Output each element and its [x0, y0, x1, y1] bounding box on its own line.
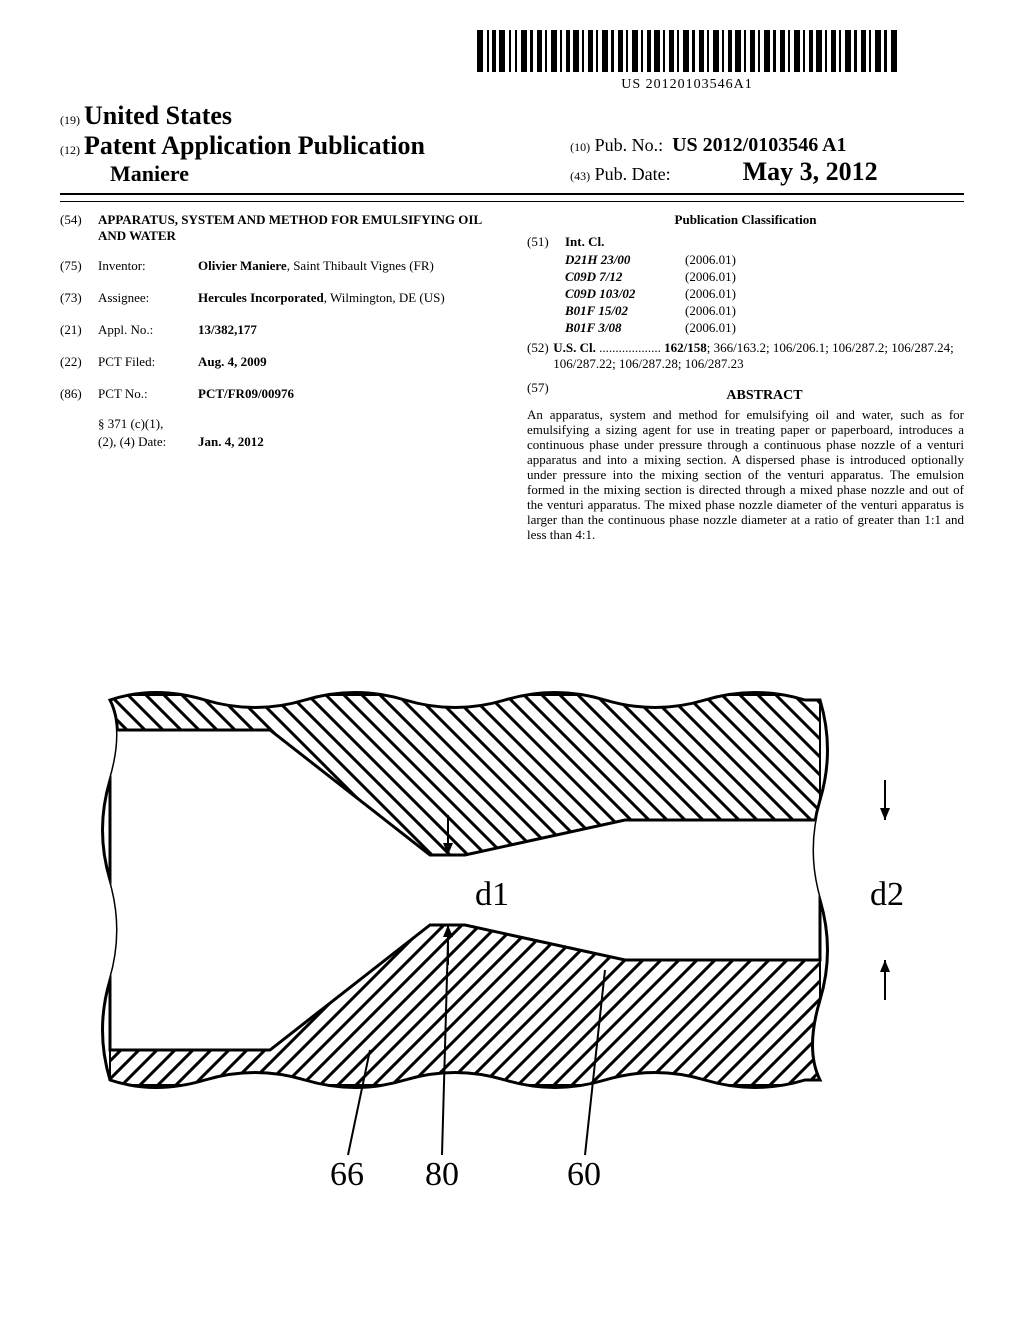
left-column: (54) APPARATUS, SYSTEM AND METHOD FOR EM…: [60, 212, 497, 542]
intcl-row: B01F 3/08(2006.01): [565, 320, 964, 336]
inventor-label: Inventor:: [98, 258, 198, 274]
intcl-list: D21H 23/00(2006.01)C09D 7/12(2006.01)C09…: [527, 252, 964, 336]
barcode-image: [477, 30, 897, 72]
author: Maniere: [60, 161, 530, 187]
patent-figure: d1 d2 66 80 60: [95, 680, 935, 1200]
pct-no: PCT/FR09/00976: [198, 386, 497, 402]
top-rule: [60, 193, 964, 195]
intcl-code: (51): [527, 234, 565, 250]
classification-heading: Publication Classification: [527, 212, 964, 228]
pub-date-code: (43): [570, 169, 590, 183]
sec371-label: § 371 (c)(1),: [98, 416, 198, 432]
intcl-version: (2006.01): [685, 269, 736, 285]
intcl-code-value: B01F 15/02: [565, 303, 685, 319]
biblio-columns: (54) APPARATUS, SYSTEM AND METHOD FOR EM…: [60, 212, 964, 542]
intcl-code-value: B01F 3/08: [565, 320, 685, 336]
inventor-name: Olivier Maniere: [198, 258, 287, 273]
assignee-loc: , Wilmington, DE (US): [324, 290, 445, 305]
intcl-label: Int. Cl.: [565, 234, 604, 250]
header: (19) United States (12) Patent Applicati…: [60, 101, 964, 187]
barcode-text: US 20120103546A1: [410, 77, 964, 93]
pct-filed: Aug. 4, 2009: [198, 354, 497, 370]
ref-80: 80: [425, 1156, 459, 1193]
d1-label: d1: [475, 876, 509, 913]
pub-no: US 2012/0103546 A1: [672, 134, 846, 156]
pct-no-label: PCT No.:: [98, 386, 198, 402]
abstract-heading: ABSTRACT: [565, 388, 964, 404]
appl-code: (21): [60, 322, 98, 338]
intcl-code-value: C09D 103/02: [565, 286, 685, 302]
invention-title: APPARATUS, SYSTEM AND METHOD FOR EMULSIF…: [98, 212, 497, 244]
intcl-version: (2006.01): [685, 252, 736, 268]
intcl-row: C09D 7/12(2006.01): [565, 269, 964, 285]
pub-type-code: (12): [60, 143, 80, 157]
uscl-code: (52): [527, 340, 553, 372]
sec371-date-label: (2), (4) Date:: [98, 434, 198, 450]
assignee-code: (73): [60, 290, 98, 306]
intcl-version: (2006.01): [685, 286, 736, 302]
ref-60: 60: [567, 1156, 601, 1193]
inventor-loc: , Saint Thibault Vignes (FR): [287, 258, 434, 273]
uscl-lead: 162/158: [664, 340, 707, 355]
ref-66: 66: [330, 1156, 364, 1193]
abstract-code: (57): [527, 380, 565, 408]
right-column: Publication Classification (51) Int. Cl.…: [527, 212, 964, 542]
assignee-label: Assignee:: [98, 290, 198, 306]
top-rule-thin: [60, 201, 964, 202]
uscl-label: U.S. Cl.: [553, 340, 596, 355]
pct-filed-code: (22): [60, 354, 98, 370]
pub-no-code: (10): [570, 140, 590, 154]
pub-type: Patent Application Publication: [84, 131, 425, 160]
sec371-date: Jan. 4, 2012: [198, 434, 497, 450]
country-code: (19): [60, 113, 80, 127]
intcl-code-value: C09D 7/12: [565, 269, 685, 285]
appl-label: Appl. No.:: [98, 322, 198, 338]
pub-no-label: Pub. No.:: [595, 135, 664, 155]
d2-label: d2: [870, 876, 904, 913]
intcl-version: (2006.01): [685, 303, 736, 319]
pub-date: May 3, 2012: [743, 157, 878, 186]
intcl-code-value: D21H 23/00: [565, 252, 685, 268]
pct-no-code: (86): [60, 386, 98, 402]
assignee-name: Hercules Incorporated: [198, 290, 324, 305]
title-code: (54): [60, 212, 98, 244]
intcl-row: B01F 15/02(2006.01): [565, 303, 964, 319]
intcl-version: (2006.01): [685, 320, 736, 336]
barcode-area: US 20120103546A1: [60, 30, 964, 93]
pub-date-label: Pub. Date:: [595, 164, 671, 184]
intcl-row: C09D 103/02(2006.01): [565, 286, 964, 302]
abstract-text: An apparatus, system and method for emul…: [527, 408, 964, 542]
country: United States: [84, 101, 232, 130]
intcl-row: D21H 23/00(2006.01): [565, 252, 964, 268]
inventor-code: (75): [60, 258, 98, 274]
pct-filed-label: PCT Filed:: [98, 354, 198, 370]
appl-no: 13/382,177: [198, 322, 497, 338]
